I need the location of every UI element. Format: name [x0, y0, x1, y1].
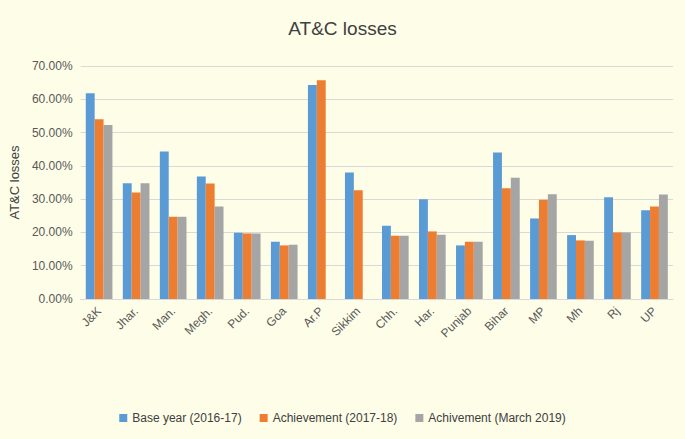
svg-text:Goa: Goa: [263, 304, 289, 330]
svg-text:Base year (2016-17): Base year (2016-17): [132, 411, 241, 425]
svg-text:70.00%: 70.00%: [32, 59, 73, 73]
svg-text:50.00%: 50.00%: [32, 126, 73, 140]
svg-text:60.00%: 60.00%: [32, 92, 73, 106]
svg-text:Man.: Man.: [149, 304, 178, 333]
svg-text:20.00%: 20.00%: [32, 225, 73, 239]
svg-text:Rj: Rj: [605, 304, 623, 322]
svg-text:Sikkim: Sikkim: [328, 304, 363, 339]
svg-text:Punjab: Punjab: [438, 304, 475, 341]
svg-text:AT&C losses: AT&C losses: [7, 145, 22, 220]
svg-text:UP: UP: [638, 304, 660, 326]
svg-text:40.00%: 40.00%: [32, 159, 73, 173]
svg-text:Megh.: Megh.: [182, 304, 215, 337]
svg-text:Achivement (March 2019): Achivement (March 2019): [428, 411, 565, 425]
svg-text:MP: MP: [526, 304, 549, 327]
svg-text:30.00%: 30.00%: [32, 192, 73, 206]
svg-text:Jhar.: Jhar.: [113, 304, 141, 332]
svg-text:Chh.: Chh.: [372, 304, 400, 332]
svg-text:Bihar: Bihar: [482, 304, 512, 334]
svg-text:Har.: Har.: [412, 304, 437, 329]
svg-text:0.00%: 0.00%: [39, 292, 73, 306]
svg-text:Pud.: Pud.: [225, 304, 252, 331]
svg-text:J&K: J&K: [79, 304, 104, 329]
svg-text:AT&C losses: AT&C losses: [288, 18, 396, 39]
svg-text:Achievement (2017-18): Achievement (2017-18): [273, 411, 398, 425]
svg-text:10.00%: 10.00%: [32, 259, 73, 273]
svg-text:Mh: Mh: [564, 304, 586, 326]
svg-text:Ar.P: Ar.P: [300, 304, 326, 330]
